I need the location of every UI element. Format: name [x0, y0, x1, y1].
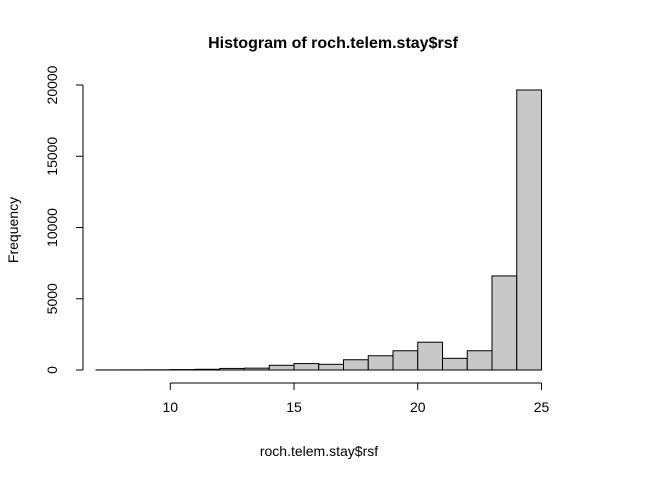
- histogram-bar: [343, 359, 369, 371]
- x-tick-label: 25: [534, 399, 550, 415]
- histogram-bar: [491, 275, 518, 371]
- histogram-bar: [367, 355, 394, 371]
- y-tick-label: 0: [44, 366, 60, 374]
- histogram-bar: [219, 367, 245, 371]
- histogram-bar: [293, 363, 320, 371]
- histogram-bar: [244, 367, 270, 371]
- y-tick-label: 15000: [44, 137, 60, 176]
- y-axis-label: Frequency: [5, 197, 21, 263]
- histogram-bar: [392, 350, 419, 371]
- histogram-bar: [417, 341, 443, 371]
- bars-group: [95, 89, 542, 371]
- x-tick-label: 10: [162, 399, 178, 415]
- y-tick-label: 10000: [44, 208, 60, 247]
- histogram-bar: [318, 363, 344, 371]
- histogram-bar: [516, 89, 542, 371]
- histogram-bar: [194, 368, 221, 371]
- histogram-bar: [268, 364, 295, 371]
- y-tick-label: 5000: [44, 283, 60, 314]
- x-axis-label: roch.telem.stay$rsf: [260, 443, 378, 459]
- y-axis: 0 5000 10000 15000 20000: [44, 65, 84, 374]
- x-axis: 10 15 20 25: [162, 382, 550, 415]
- histogram-bar: [466, 350, 493, 371]
- histogram-bar: [442, 357, 468, 371]
- y-tick-label: 20000: [44, 65, 60, 104]
- x-tick-label: 20: [410, 399, 426, 415]
- x-tick-label: 15: [286, 399, 302, 415]
- chart-title: Histogram of roch.telem.stay$rsf: [208, 35, 459, 52]
